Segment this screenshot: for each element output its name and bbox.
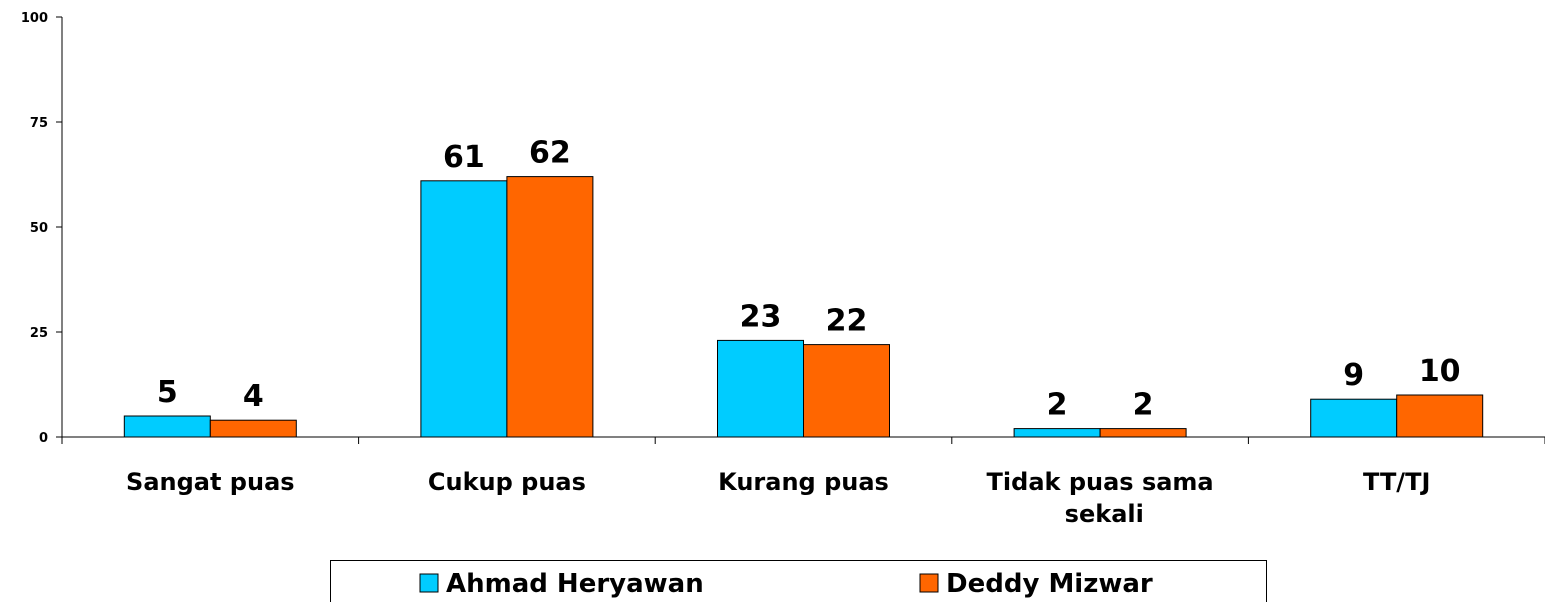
x-tick-label: Sangat puas — [126, 468, 295, 496]
legend-label: Ahmad Heryawan — [446, 569, 704, 599]
x-tick-label: Kurang puas — [718, 468, 889, 496]
bar — [123, 415, 211, 438]
data-label: 5 — [157, 375, 178, 410]
x-tick-label: Cukup puas — [428, 468, 586, 496]
bar — [506, 176, 594, 438]
data-label: 61 — [443, 140, 485, 175]
bar — [803, 344, 890, 438]
x-tick-label: Tidak puas sama sekali — [987, 468, 1214, 528]
data-label: 62 — [529, 136, 571, 171]
bar — [420, 180, 508, 438]
data-label: 2 — [1133, 388, 1154, 423]
bar — [209, 419, 297, 438]
data-label: 23 — [740, 299, 782, 334]
data-label: 22 — [826, 304, 868, 339]
data-label: 4 — [243, 379, 264, 414]
legend-swatch — [919, 573, 939, 593]
y-tick-label: 100 — [21, 11, 48, 26]
bar — [1013, 428, 1101, 438]
legend-box — [330, 560, 1267, 602]
bar — [1099, 428, 1187, 438]
y-tick-label: 50 — [30, 221, 48, 236]
bar — [1310, 398, 1398, 438]
x-tick-label: TT/TJ — [1363, 468, 1430, 496]
bar — [1396, 394, 1484, 438]
legend-swatch — [419, 573, 439, 593]
data-label: 2 — [1047, 388, 1068, 423]
data-label: 9 — [1343, 358, 1364, 393]
y-tick-label: 25 — [30, 326, 48, 341]
bar — [717, 339, 804, 438]
y-tick-label: 0 — [39, 431, 48, 446]
legend-label: Deddy Mizwar — [946, 569, 1153, 599]
data-label: 10 — [1419, 354, 1461, 389]
y-tick-label: 75 — [30, 116, 48, 131]
